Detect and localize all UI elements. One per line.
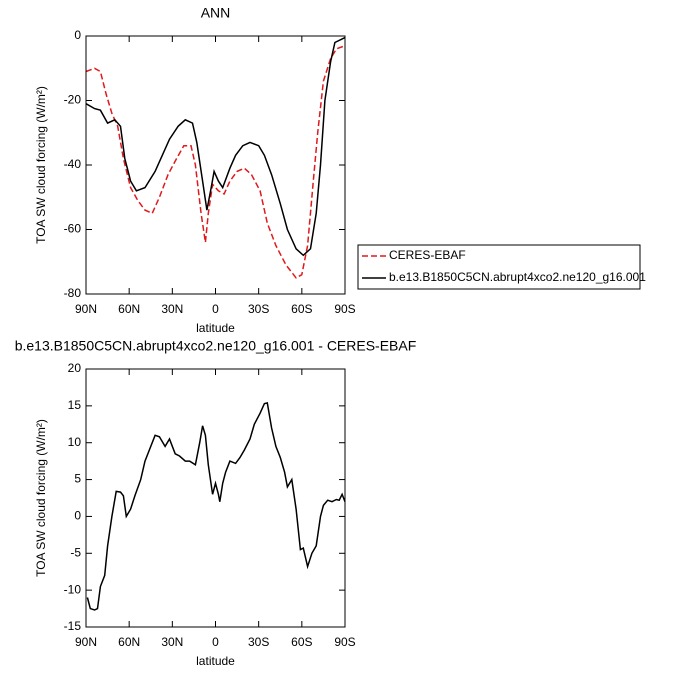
x-tick-label: 90N [75,302,97,316]
y-axis-label: TOA SW cloud forcing (W/m²) [34,419,48,577]
x-tick-label: 90S [334,635,355,649]
y-tick-label: -10 [64,582,82,596]
y-tick-label: 15 [68,398,82,412]
x-axis-label: latitude [196,321,235,335]
data-line [86,401,346,611]
plot-frame [85,35,346,295]
chart-title: b.e13.B1850C5CN.abrupt4xco2.ne120_g16.00… [15,338,417,354]
y-tick-label: -80 [64,286,82,300]
legend-label: b.e13.B1850C5CN.abrupt4xco2.ne120_g16.00… [389,270,646,284]
legend-label: CERES-EBAF [389,248,466,262]
x-tick-label: 60N [118,302,140,316]
legend-box [357,244,641,290]
y-tick-label: -20 [64,93,82,107]
x-tick-label: 90N [75,635,97,649]
y-tick-label: 0 [74,28,81,42]
x-tick-label: 60S [291,302,312,316]
chart-title: ANN [201,5,231,21]
x-tick-label: 30N [161,635,183,649]
x-tick-label: 30S [248,302,269,316]
plot-frame [85,368,346,628]
y-tick-label: -60 [64,222,82,236]
y-tick-label: -5 [70,545,81,559]
data-line [85,44,346,279]
x-tick-label: 0 [212,302,219,316]
x-axis-label: latitude [196,654,235,668]
x-tick-label: 60S [291,635,312,649]
y-tick-label: 0 [74,509,81,523]
y-tick-label: -15 [64,619,82,633]
y-axis-label: TOA SW cloud forcing (W/m²) [34,86,48,244]
x-tick-label: 0 [212,635,219,649]
x-tick-label: 90S [334,302,355,316]
y-tick-label: 5 [74,472,81,486]
y-tick-label: 20 [68,361,82,375]
x-tick-label: 60N [118,635,140,649]
x-tick-label: 30S [248,635,269,649]
x-tick-label: 30N [161,302,183,316]
data-line [85,36,346,257]
y-tick-label: 10 [68,435,82,449]
y-tick-label: -40 [64,157,82,171]
